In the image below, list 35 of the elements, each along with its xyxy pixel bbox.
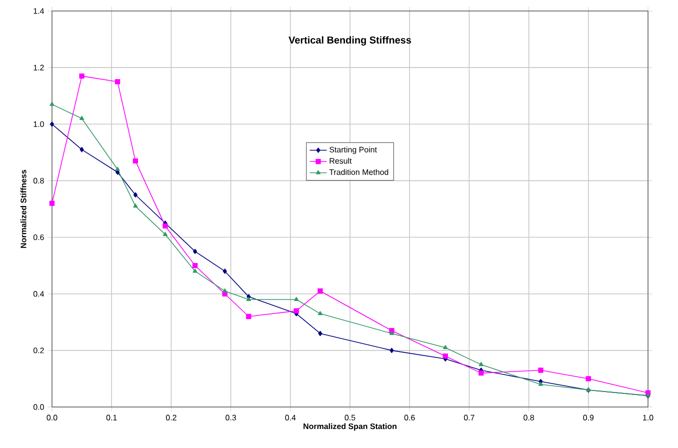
point <box>318 288 323 294</box>
point <box>133 204 138 208</box>
point <box>294 296 299 302</box>
point <box>538 368 544 373</box>
point <box>442 353 448 359</box>
point <box>133 192 138 198</box>
point <box>389 330 394 335</box>
point <box>132 158 138 164</box>
point <box>222 288 228 293</box>
point <box>192 268 198 273</box>
point <box>318 330 322 336</box>
point <box>586 376 591 382</box>
text: Vertical Bending Stiffness <box>288 36 412 46</box>
point <box>80 147 84 152</box>
point <box>390 348 394 354</box>
point <box>246 314 252 320</box>
point <box>318 311 322 316</box>
point <box>50 122 54 127</box>
point <box>192 262 198 268</box>
point <box>162 223 168 229</box>
point <box>222 268 227 274</box>
point <box>79 73 84 79</box>
point <box>115 166 120 171</box>
point <box>443 345 448 350</box>
point <box>80 116 84 120</box>
point <box>478 362 484 366</box>
point <box>49 200 55 206</box>
point <box>50 102 54 106</box>
point <box>538 382 544 386</box>
point <box>294 308 299 314</box>
point <box>193 248 198 254</box>
point <box>114 79 120 84</box>
point <box>162 232 168 236</box>
point <box>478 370 484 376</box>
point <box>246 296 251 302</box>
